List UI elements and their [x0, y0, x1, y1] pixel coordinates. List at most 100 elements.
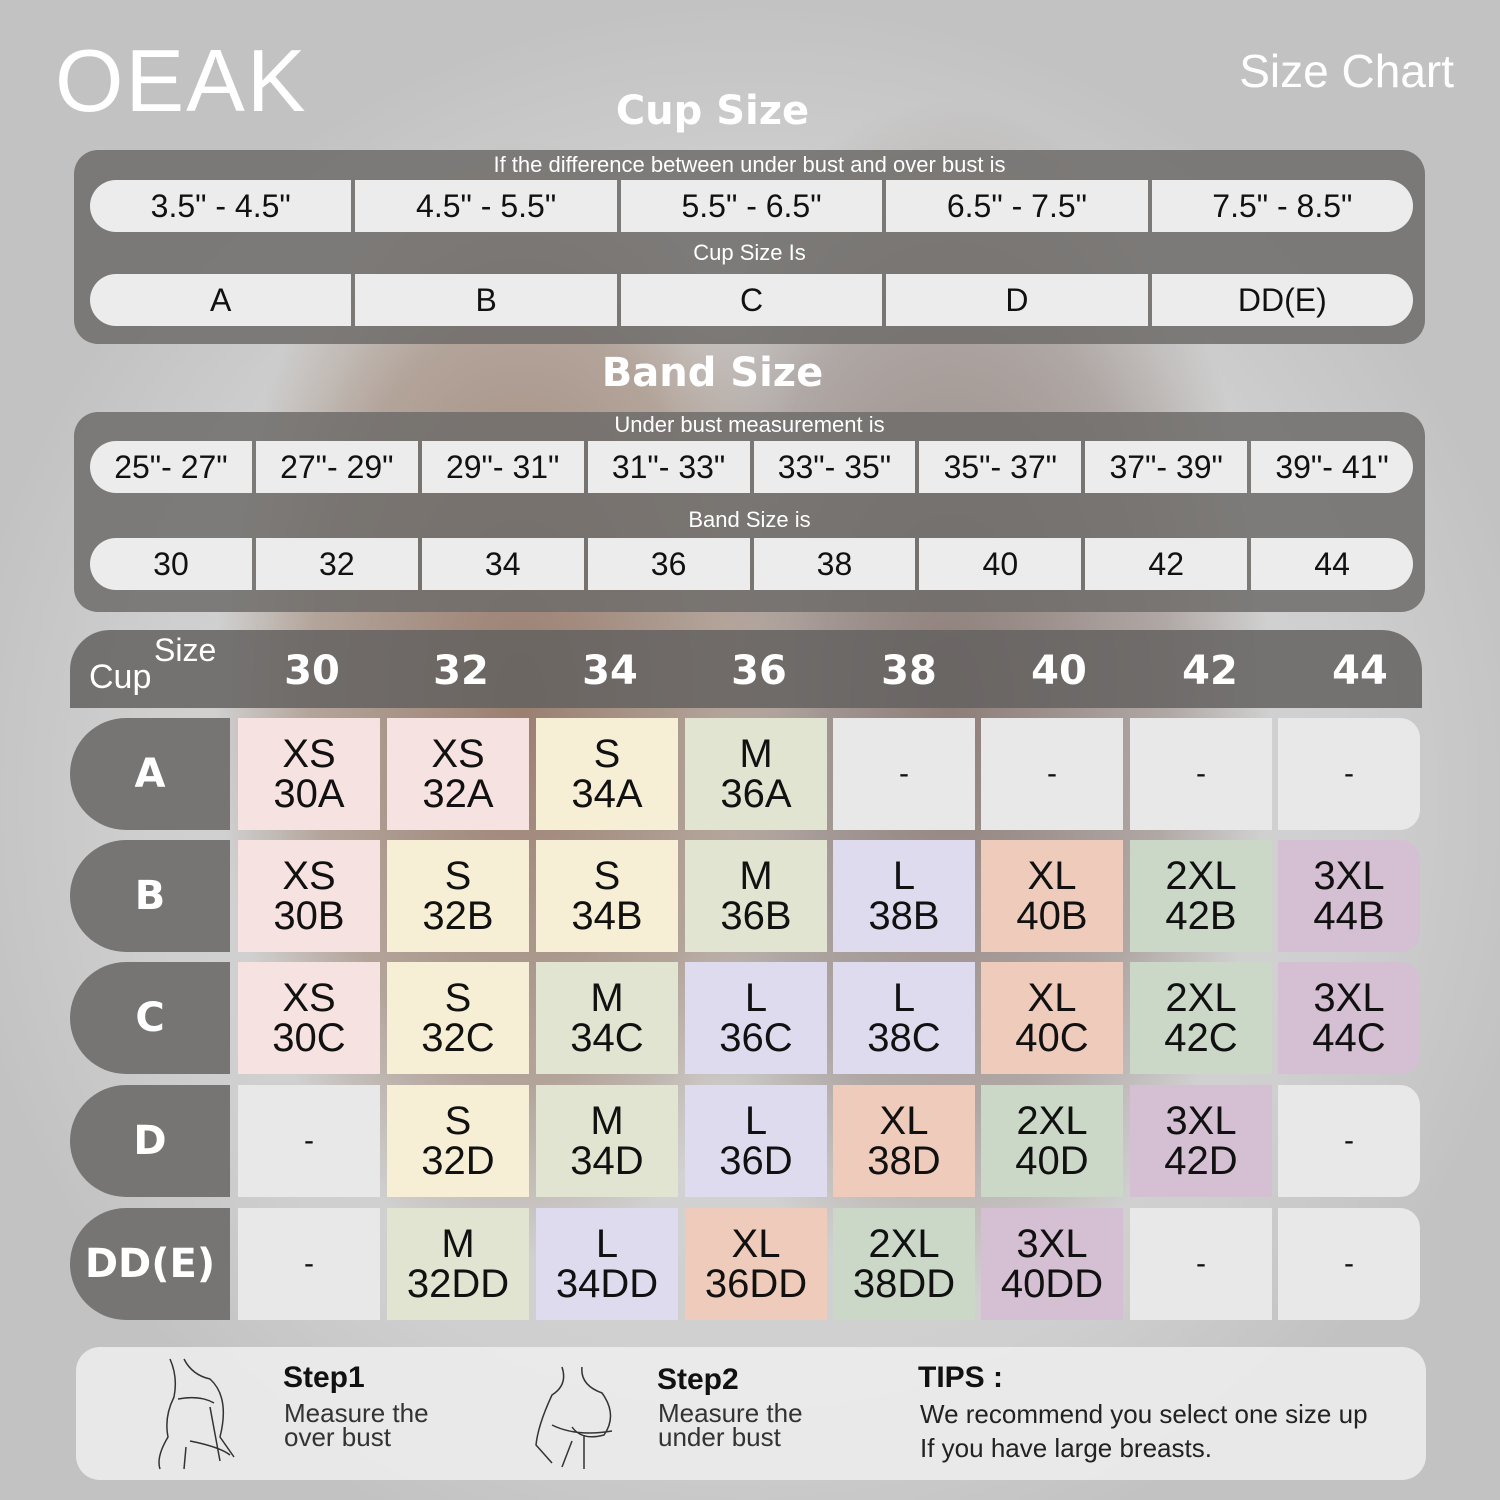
under-bust-measure-illustration-icon — [535, 1366, 613, 1469]
bra-size: 42B — [1165, 894, 1237, 938]
letter-size: - — [1344, 1247, 1354, 1280]
letter-size: L — [744, 1099, 768, 1143]
band-range-pill: 31"- 33" — [587, 441, 750, 493]
size-cell: L 36D — [685, 1085, 827, 1197]
letter-size: 2XL — [1165, 976, 1237, 1020]
bra-size: 32C — [421, 1016, 495, 1060]
bra-size: 30A — [273, 772, 345, 816]
bra-size: 34D — [570, 1139, 644, 1183]
band-range-pill: 29"- 31" — [421, 441, 584, 493]
size-cell: XS 30A — [238, 718, 380, 830]
tips-line2: If you have large breasts. — [920, 1433, 1212, 1463]
letter-size: M — [739, 732, 773, 776]
size-cell: 3XL 44C — [1278, 962, 1420, 1074]
cup-range-pill: 7.5" - 8.5" — [1151, 180, 1414, 232]
size-cell: XL 38D — [833, 1085, 975, 1197]
size-cell: M 36B — [685, 840, 827, 952]
letter-size: M — [441, 1222, 475, 1266]
cup-letter-pill: C — [620, 274, 883, 326]
bra-size: 32DD — [406, 1262, 510, 1306]
size-cell: XS 32A — [387, 718, 529, 830]
size-cell: 2XL 40D — [981, 1085, 1123, 1197]
size-cell: L 38B — [833, 840, 975, 952]
cup-range-row: 3.5" - 4.5" 4.5" - 5.5" 5.5" - 6.5" 6.5" - … — [90, 180, 1414, 232]
bra-size: 42C — [1164, 1016, 1238, 1060]
step1-line2: over bust — [284, 1422, 391, 1452]
over-bust-measure-illustration-icon — [158, 1358, 235, 1470]
size-cell: XS 30B — [238, 840, 380, 952]
letter-size: - — [1344, 1124, 1354, 1157]
size-cell: S 32D — [387, 1085, 529, 1197]
table-header: Size Cup 30 32 34 36 38 40 42 44 — [70, 630, 1422, 708]
size-cell: S 34B — [536, 840, 678, 952]
letter-size: XL — [1027, 976, 1077, 1020]
bra-size: 40D — [1015, 1139, 1089, 1183]
bra-size: 32A — [422, 772, 494, 816]
size-cell: L 34DD — [536, 1208, 678, 1320]
letter-size: L — [595, 1222, 619, 1266]
bra-size: 34A — [571, 772, 643, 816]
column-header: 36 — [731, 648, 787, 694]
letter-size: XS — [282, 854, 336, 898]
cup-row-label: B — [70, 840, 230, 952]
letter-size: XS — [282, 976, 336, 1020]
cup-size-heading: Cup Size — [615, 88, 810, 134]
letter-size: - — [1196, 757, 1206, 790]
cup-label: Cup Size Is — [693, 240, 806, 265]
size-cell: 3XL 44B — [1278, 840, 1420, 952]
size-cell: XL 40B — [981, 840, 1123, 952]
bra-size: 34B — [571, 894, 643, 938]
cup-range-pill: 3.5" - 4.5" — [90, 180, 352, 232]
letter-size: S — [444, 976, 472, 1020]
letter-size: 2XL — [868, 1222, 940, 1266]
column-header: 44 — [1332, 648, 1388, 694]
bra-size: 30C — [272, 1016, 346, 1060]
size-axis-label: Size — [154, 632, 217, 668]
cup-row-label: C — [70, 962, 230, 1074]
cup-row-label: D — [70, 1085, 230, 1197]
letter-size: S — [593, 732, 621, 776]
diff-label: If the difference between under bust and… — [493, 152, 1006, 177]
size-cell: - — [833, 718, 975, 830]
letter-size: - — [1344, 757, 1354, 790]
column-header: 32 — [433, 648, 489, 694]
under-label: Under bust measurement is — [614, 412, 885, 437]
column-header: 42 — [1182, 648, 1238, 694]
band-range-pill: 35"- 37" — [919, 441, 1082, 493]
cup-axis-label: Cup — [89, 658, 152, 696]
letter-size: S — [593, 854, 621, 898]
band-size-panel: Under bust measurement is 25"- 27" 27"- 2… — [74, 412, 1425, 612]
step2-text: Measure the under bust — [658, 1400, 803, 1450]
size-cell: - — [238, 1085, 380, 1197]
letter-size: 3XL — [1313, 854, 1385, 898]
cup-size-panel: If the difference between under bust and… — [74, 150, 1425, 344]
size-cell: 3XL 42D — [1130, 1085, 1272, 1197]
letter-size: - — [304, 1247, 314, 1280]
letter-size: M — [590, 976, 624, 1020]
letter-size: 3XL — [1165, 1099, 1237, 1143]
page-title: Size Chart — [1239, 45, 1454, 97]
letter-size: 3XL — [1313, 976, 1385, 1020]
bra-size: 44B — [1313, 894, 1385, 938]
bra-size: 32D — [421, 1139, 495, 1183]
letter-size: 3XL — [1016, 1222, 1088, 1266]
size-cell: M 32DD — [387, 1208, 529, 1320]
size-cell: 2XL 42B — [1130, 840, 1272, 952]
letter-size: M — [590, 1099, 624, 1143]
band-range-pill: 39"- 41" — [1251, 441, 1413, 493]
cup-letter-pill: B — [355, 274, 617, 326]
size-cell: - — [1278, 1085, 1420, 1197]
letter-size: XS — [282, 732, 336, 776]
column-header: 38 — [881, 648, 937, 694]
size-cell: S 32B — [387, 840, 529, 952]
bra-size: 36A — [720, 772, 792, 816]
cup-letter-pill: D — [886, 274, 1148, 326]
column-header: 34 — [582, 648, 638, 694]
cup-letter-row: A B C D DD(E) — [90, 274, 1414, 326]
size-cell: - — [238, 1208, 380, 1320]
bra-size: 30B — [273, 894, 345, 938]
size-cell: L 36C — [685, 962, 827, 1074]
cup-range-pill: 6.5" - 7.5" — [886, 180, 1148, 232]
bra-size: 42D — [1164, 1139, 1238, 1183]
band-number-pill: 36 — [587, 538, 750, 590]
